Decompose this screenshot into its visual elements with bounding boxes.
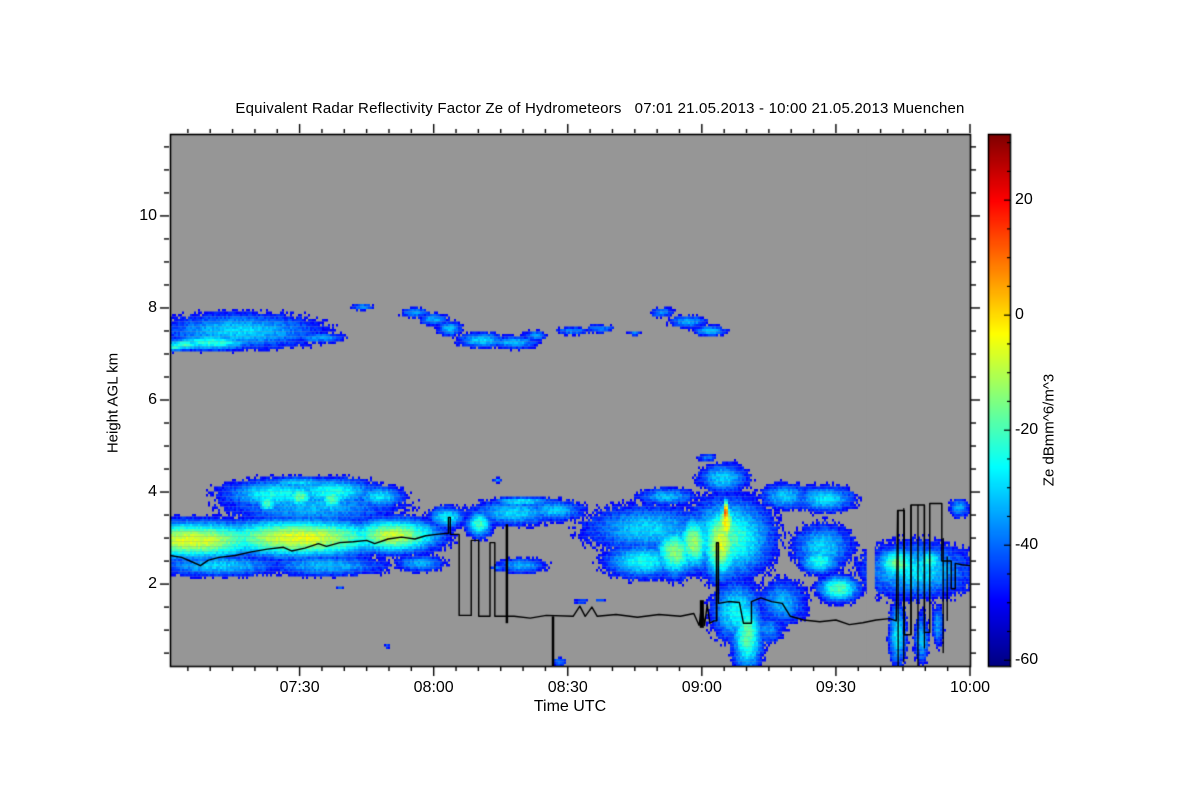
x-axis-title: Time UTC [533, 698, 607, 715]
x-tick-label: 08:30 [547, 679, 588, 696]
x-tick-label: 09:30 [815, 679, 856, 696]
y-tick-label: 10 [139, 206, 157, 224]
colorbar-tick-label: -40 [1015, 536, 1039, 554]
y-tick-label: 6 [148, 391, 157, 408]
colorbar-tick-label: -60 [1015, 651, 1039, 669]
x-tick-label: 10:00 [949, 679, 991, 696]
colorbar-tick-label: -20 [1015, 421, 1039, 439]
x-tick-label: 08:00 [413, 679, 454, 696]
colorbar-tick-label: 0 [1015, 306, 1024, 324]
y-tick-label: 8 [148, 298, 157, 316]
colorbar-title: Ze dBmm^6/m^3 [1040, 373, 1058, 487]
x-tick-label: 07:30 [279, 679, 320, 696]
x-tick-label: 09:00 [681, 679, 722, 696]
y-tick-label: 4 [148, 483, 157, 501]
colorbar-tick-label: 20 [1015, 191, 1033, 209]
y-tick-label: 2 [148, 575, 157, 593]
